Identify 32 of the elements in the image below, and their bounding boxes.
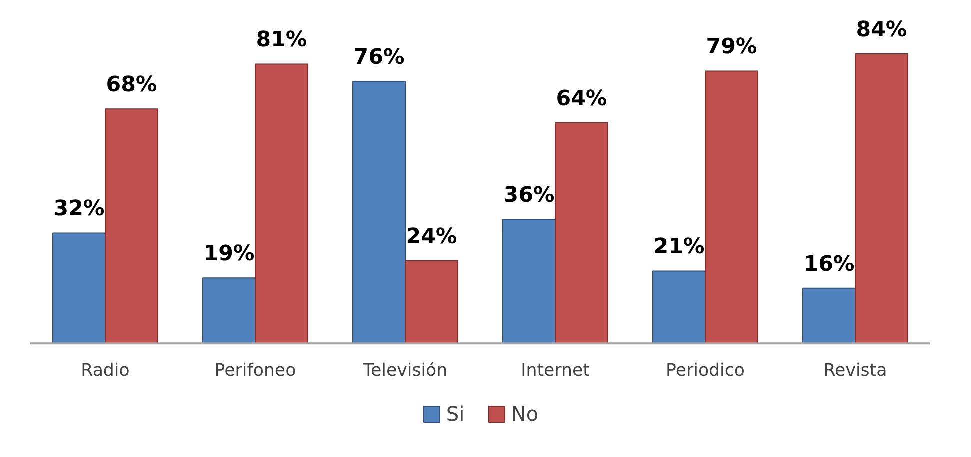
data-label: 79% — [706, 34, 758, 60]
bar — [555, 122, 608, 344]
bar — [255, 64, 308, 344]
bar — [502, 218, 556, 344]
bar — [202, 278, 256, 344]
legend-label: Si — [446, 402, 466, 426]
data-label: 32% — [54, 196, 105, 222]
bar — [855, 53, 908, 344]
data-label: 21% — [654, 234, 705, 260]
data-label: 24% — [406, 224, 458, 250]
x-tick-label: Perifoneo — [214, 360, 296, 381]
data-label: 19% — [204, 242, 255, 266]
x-tick-label: Radio — [81, 360, 130, 381]
x-tick-label: Revista — [824, 360, 888, 381]
data-label: 68% — [106, 72, 158, 98]
data-label: 16% — [804, 252, 855, 277]
x-tick-label: Internet — [521, 360, 590, 381]
bar — [105, 108, 158, 344]
data-label: 36% — [504, 182, 555, 208]
data-label: 64% — [556, 86, 608, 112]
x-tick-label: Periodico — [666, 360, 745, 381]
bar — [352, 81, 406, 344]
legend-label: No — [511, 402, 539, 426]
data-label: 84% — [856, 17, 908, 42]
bar — [802, 288, 856, 344]
bar — [405, 260, 458, 344]
bar — [52, 232, 106, 344]
bar — [652, 270, 706, 344]
bar — [705, 70, 758, 344]
data-label: 76% — [354, 44, 405, 70]
x-tick-label: Televisión — [362, 360, 448, 381]
data-label: 81% — [256, 28, 308, 53]
